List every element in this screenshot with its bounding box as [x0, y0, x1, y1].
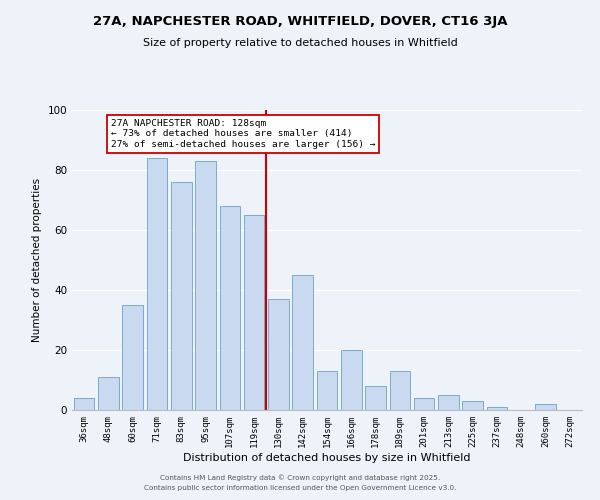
Bar	[146, 158, 167, 410]
Bar	[317, 371, 337, 410]
Bar	[341, 350, 362, 410]
Bar	[171, 182, 191, 410]
X-axis label: Distribution of detached houses by size in Whitfield: Distribution of detached houses by size …	[183, 452, 471, 462]
Bar	[244, 215, 265, 410]
Text: Size of property relative to detached houses in Whitfield: Size of property relative to detached ho…	[143, 38, 457, 48]
Bar	[389, 371, 410, 410]
Bar	[98, 377, 119, 410]
Bar	[268, 299, 289, 410]
Bar	[122, 305, 143, 410]
Y-axis label: Number of detached properties: Number of detached properties	[32, 178, 42, 342]
Bar	[195, 161, 216, 410]
Bar	[414, 398, 434, 410]
Text: Contains public sector information licensed under the Open Government Licence v3: Contains public sector information licen…	[144, 485, 456, 491]
Bar	[365, 386, 386, 410]
Bar	[74, 398, 94, 410]
Bar	[463, 401, 483, 410]
Bar	[487, 407, 508, 410]
Bar	[438, 395, 459, 410]
Bar	[292, 275, 313, 410]
Bar	[535, 404, 556, 410]
Bar	[220, 206, 240, 410]
Text: Contains HM Land Registry data © Crown copyright and database right 2025.: Contains HM Land Registry data © Crown c…	[160, 474, 440, 481]
Text: 27A, NAPCHESTER ROAD, WHITFIELD, DOVER, CT16 3JA: 27A, NAPCHESTER ROAD, WHITFIELD, DOVER, …	[93, 15, 507, 28]
Text: 27A NAPCHESTER ROAD: 128sqm
← 73% of detached houses are smaller (414)
27% of se: 27A NAPCHESTER ROAD: 128sqm ← 73% of det…	[111, 119, 376, 149]
